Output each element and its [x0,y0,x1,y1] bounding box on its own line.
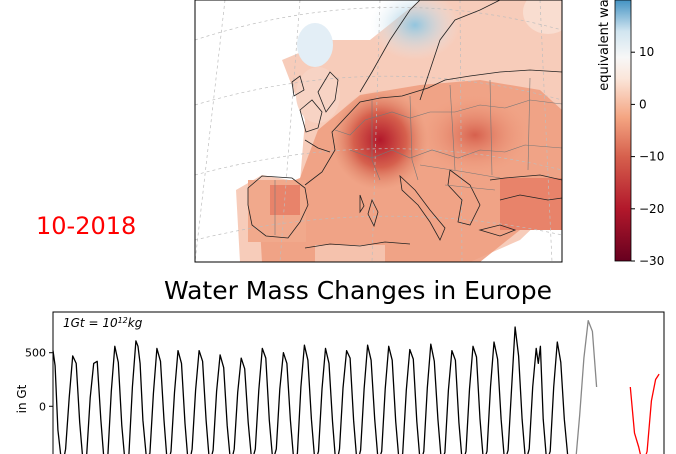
series-line-current [629,373,660,454]
colorbar-tick-label: 10 [639,45,654,59]
y-tick-label: 500 [25,347,46,360]
coastlines [247,0,562,249]
colorbar-tick-label: −10 [639,150,664,164]
heatmap-field [195,0,562,262]
colorbar-gradient [614,0,632,262]
chart-annotation: 1Gt = 1012kg [63,316,143,331]
chart-title: Water Mass Changes in Europe [163,276,553,305]
colorbar-ticks: 10 0 −10 −20 −30 [631,45,664,268]
series-lines [52,319,660,454]
colorbar-label: equivalent water height [cm] [597,0,612,91]
colorbar-tick-label: −30 [639,254,664,268]
y-axis-label: in Gt [15,384,29,413]
series-line-main [52,326,569,454]
colorbar-tick-label: 0 [639,97,647,111]
colorbar: 10 0 −10 −20 −30 equivalent water height [cm… [597,0,664,268]
y-tick-label: 0 [39,400,46,413]
country-borders [274,77,562,235]
graticule [195,0,562,262]
map-frame [194,0,563,263]
map-panel: 10 0 −10 −20 −30 equivalent water height [cm… [194,0,664,268]
series-line-gap [575,319,598,454]
colorbar-tick-label: −20 [639,202,664,216]
date-label: 10-2018 [36,212,137,240]
